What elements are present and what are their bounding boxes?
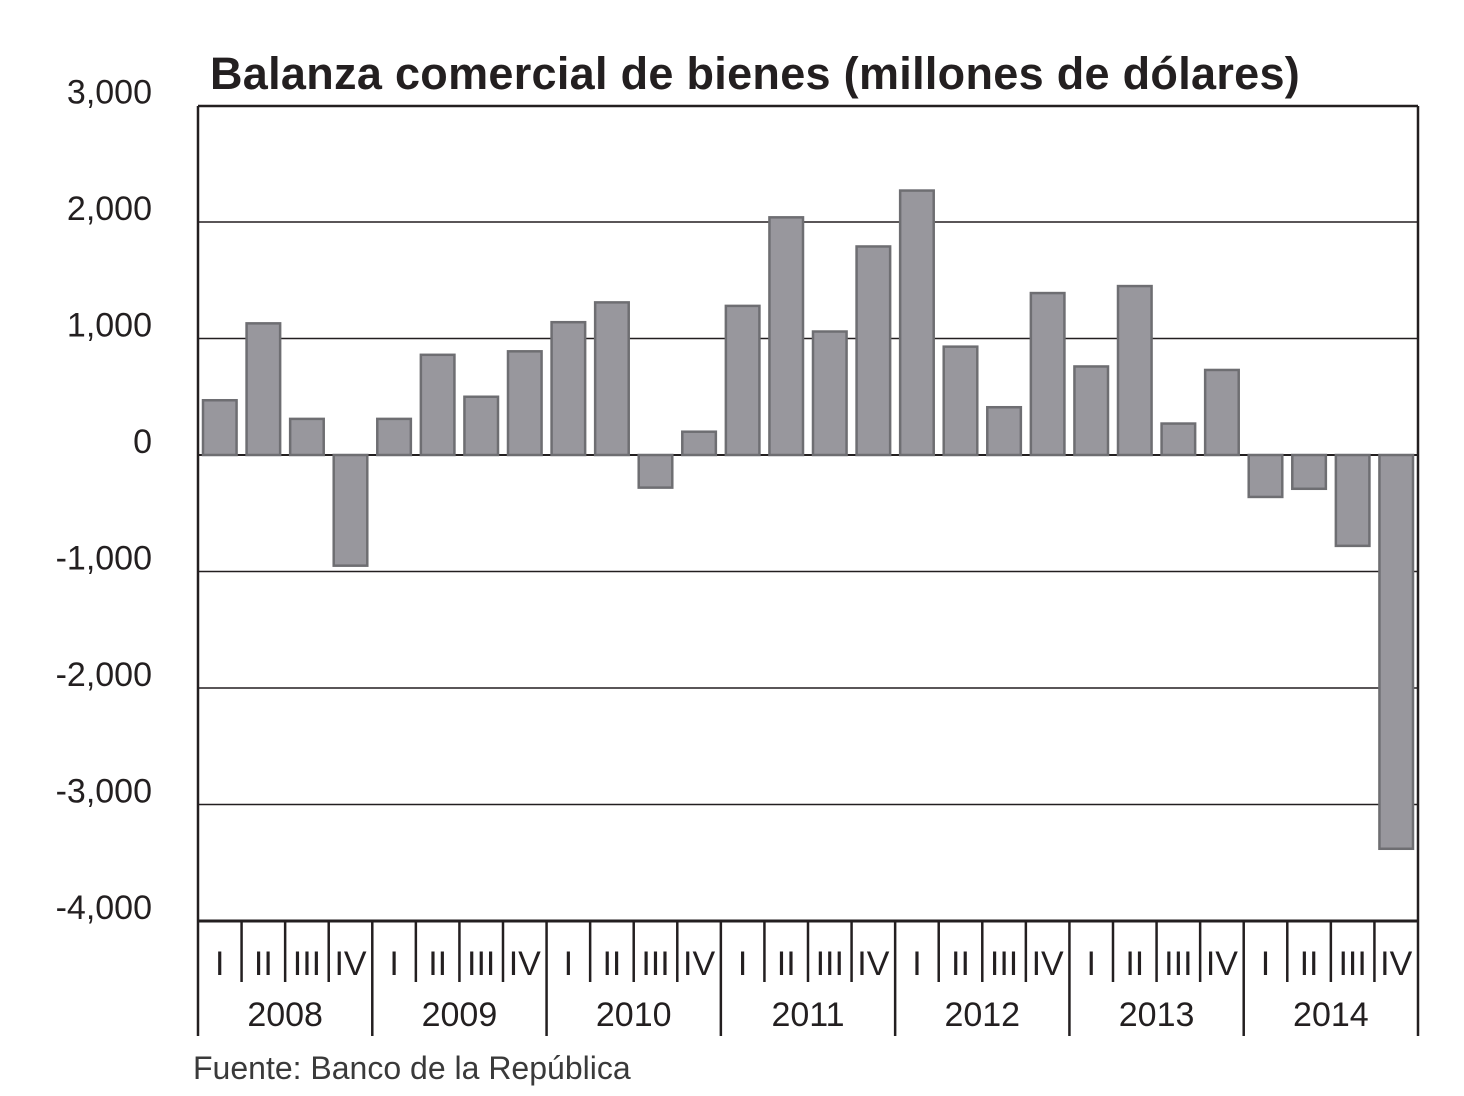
bar <box>681 430 718 457</box>
y-tick-label: 2,000 <box>67 190 152 228</box>
year-label: 2013 <box>1119 996 1195 1034</box>
quarter-label: I <box>738 945 747 983</box>
year-label: 2011 <box>771 996 844 1034</box>
quarter-label: II <box>602 945 621 983</box>
quarter-label: I <box>1261 945 1270 983</box>
quarter-label: IV <box>683 945 715 983</box>
y-tick-label: -4,000 <box>56 889 152 927</box>
source-note: Fuente: Banco de la República <box>193 1050 631 1086</box>
bar <box>637 453 674 489</box>
bar <box>419 353 456 457</box>
quarter-label: II <box>777 945 796 983</box>
bar <box>855 245 892 457</box>
year-label: 2008 <box>247 996 323 1034</box>
bar <box>506 350 543 457</box>
bar <box>245 322 282 457</box>
quarter-label: IV <box>334 945 366 983</box>
bar <box>1291 453 1328 491</box>
quarter-label: IV <box>1380 945 1412 983</box>
bar <box>898 189 935 457</box>
bar <box>201 398 238 457</box>
bar <box>1378 453 1415 851</box>
quarter-label: I <box>1086 945 1095 983</box>
x-axis: I II III IV I II III IV I II III IV I II III IV I II III IV… <box>196 921 1420 1036</box>
bars <box>201 189 1415 851</box>
y-tick-label: 0 <box>133 423 152 461</box>
bar <box>1203 368 1240 457</box>
quarter-label: I <box>389 945 398 983</box>
quarter-label: IV <box>1032 945 1064 983</box>
quarter-label: III <box>293 945 321 983</box>
y-tick-label: 3,000 <box>67 74 152 112</box>
quarter-label: III <box>816 945 844 983</box>
bar <box>1334 453 1371 548</box>
plot-frame <box>196 104 1420 923</box>
quarter-label: II <box>1125 945 1144 983</box>
quarter-label: IV <box>1206 945 1238 983</box>
bar <box>986 405 1023 457</box>
quarter-label: II <box>428 945 447 983</box>
quarter-label: II <box>254 945 273 983</box>
bar <box>1116 284 1153 457</box>
y-tick-label: 1,000 <box>67 307 152 345</box>
year-label: 2012 <box>944 996 1020 1034</box>
year-label: 2009 <box>422 996 498 1034</box>
quarter-label: I <box>912 945 921 983</box>
quarter-label: IV <box>857 945 889 983</box>
quarter-label: II <box>951 945 970 983</box>
y-axis-ticks: 3,000 2,000 1,000 0 -1,000 -2,000 -3,000 -4,000 <box>56 74 152 928</box>
y-tick-label: -1,000 <box>56 540 152 578</box>
bar <box>1029 291 1066 457</box>
bar <box>332 453 369 567</box>
quarter-label: III <box>990 945 1018 983</box>
year-label: 2010 <box>596 996 672 1034</box>
bar <box>376 417 413 457</box>
y-tick-label: -3,000 <box>56 773 152 811</box>
quarter-label: III <box>1164 945 1192 983</box>
bar <box>288 417 325 457</box>
bar <box>942 345 979 457</box>
quarter-label: II <box>1300 945 1319 983</box>
quarter-label: III <box>641 945 669 983</box>
quarter-label: IV <box>509 945 541 983</box>
bar <box>463 395 500 457</box>
bar <box>1160 422 1197 457</box>
bar <box>768 216 805 457</box>
gridlines <box>198 221 1418 806</box>
year-label: 2014 <box>1293 996 1369 1034</box>
y-tick-label: -2,000 <box>56 656 152 694</box>
quarter-label: III <box>467 945 495 983</box>
quarter-label: I <box>564 945 573 983</box>
bar <box>550 320 587 457</box>
chart-title: Balanza comercial de bienes (millones de… <box>210 48 1301 99</box>
bar <box>724 304 761 457</box>
quarter-label: I <box>215 945 224 983</box>
bar <box>593 301 630 457</box>
bar <box>1247 453 1284 499</box>
bar <box>811 330 848 457</box>
quarter-label: III <box>1338 945 1366 983</box>
bar <box>1073 365 1110 457</box>
